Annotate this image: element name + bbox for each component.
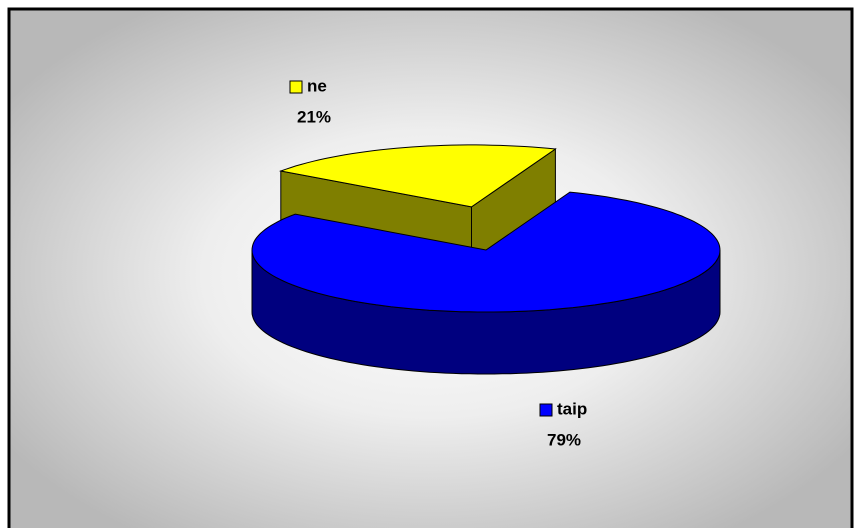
plot-area (251, 144, 721, 375)
pie-slice (251, 191, 721, 375)
slice-label: ne (307, 76, 327, 95)
slice-label: taip (557, 399, 587, 418)
legend-key (289, 80, 303, 94)
legend-key (539, 403, 553, 417)
slice-top (251, 191, 721, 313)
slice-value-label: 79% (547, 430, 581, 449)
slice-value-label: 21% (297, 107, 331, 126)
slice-top (278, 144, 557, 208)
